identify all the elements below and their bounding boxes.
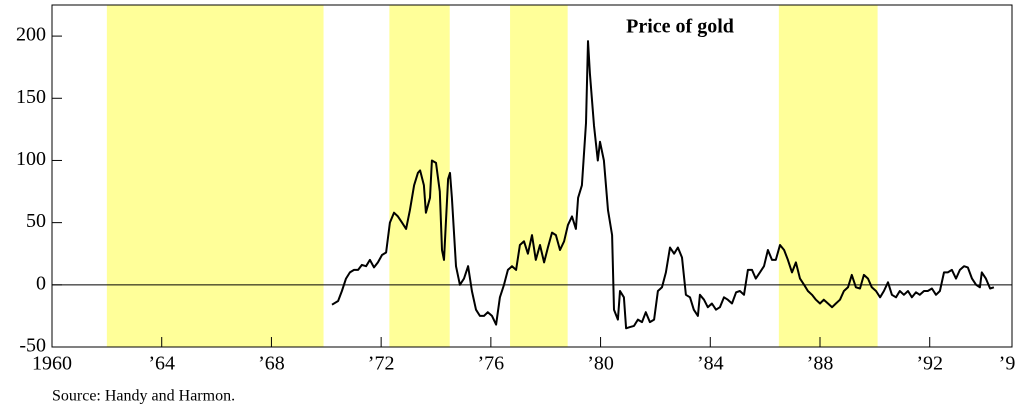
chart-title: Price of gold (626, 16, 734, 38)
shaded-period (510, 5, 568, 347)
y-tick-label: -50 (19, 335, 46, 357)
x-tick-label: ’88 (807, 353, 834, 375)
x-tick-label: ’64 (148, 353, 175, 375)
y-tick-label: 100 (16, 148, 46, 170)
price-line (331, 40, 995, 330)
x-tick-label: ’72 (368, 353, 395, 375)
x-tick-label: 1960 (32, 353, 72, 375)
x-tick-label: ’95 (999, 353, 1016, 375)
x-tick-label: ’80 (587, 353, 614, 375)
shaded-period (389, 5, 450, 347)
x-tick-label: ’84 (697, 353, 724, 375)
shaded-period (778, 5, 878, 347)
plot-frame (51, 4, 1013, 348)
source-note: Source: Handy and Harmon. (52, 388, 235, 405)
y-tick-label: 0 (36, 272, 46, 294)
x-tick-label: ’92 (916, 353, 943, 375)
y-tick-label: 200 (16, 24, 46, 46)
shaded-period (106, 5, 324, 347)
x-tick-label: ’76 (478, 353, 505, 375)
y-tick-label: 150 (16, 86, 46, 108)
y-tick-label: 50 (26, 210, 46, 232)
x-tick-label: ’68 (258, 353, 285, 375)
